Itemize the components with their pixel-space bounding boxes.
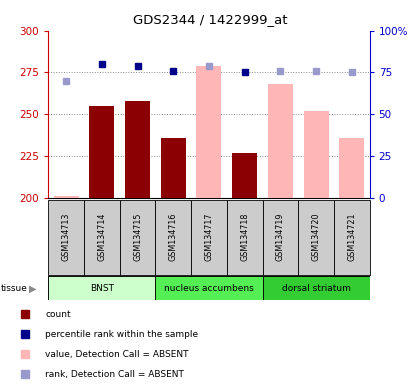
- Bar: [191, 200, 227, 275]
- Text: count: count: [45, 310, 71, 319]
- Bar: [304, 111, 328, 198]
- Bar: [232, 153, 257, 198]
- Text: BNST: BNST: [90, 284, 114, 293]
- Bar: [155, 276, 262, 300]
- Text: nucleus accumbens: nucleus accumbens: [164, 284, 254, 293]
- Bar: [268, 84, 293, 198]
- Text: GSM134718: GSM134718: [240, 213, 249, 261]
- Bar: [262, 276, 370, 300]
- Text: GSM134720: GSM134720: [312, 213, 320, 262]
- Text: GSM134717: GSM134717: [205, 213, 213, 262]
- Bar: [339, 137, 364, 198]
- Text: GSM134721: GSM134721: [347, 213, 356, 262]
- Bar: [48, 200, 84, 275]
- Bar: [84, 200, 120, 275]
- Text: ▶: ▶: [29, 283, 36, 293]
- Bar: [125, 101, 150, 198]
- Text: rank, Detection Call = ABSENT: rank, Detection Call = ABSENT: [45, 369, 184, 379]
- Text: tissue: tissue: [0, 284, 27, 293]
- Text: percentile rank within the sample: percentile rank within the sample: [45, 329, 198, 339]
- Bar: [120, 200, 155, 275]
- Bar: [48, 276, 155, 300]
- Bar: [54, 196, 79, 198]
- Text: GSM134713: GSM134713: [62, 213, 71, 261]
- Text: GSM134715: GSM134715: [133, 213, 142, 262]
- Bar: [155, 200, 191, 275]
- Bar: [298, 200, 334, 275]
- Bar: [334, 200, 370, 275]
- Bar: [161, 137, 186, 198]
- Text: dorsal striatum: dorsal striatum: [282, 284, 350, 293]
- Text: GDS2344 / 1422999_at: GDS2344 / 1422999_at: [133, 13, 287, 26]
- Text: GSM134716: GSM134716: [169, 213, 178, 261]
- Bar: [227, 200, 262, 275]
- Text: value, Detection Call = ABSENT: value, Detection Call = ABSENT: [45, 349, 189, 359]
- Bar: [197, 66, 221, 198]
- Bar: [262, 200, 298, 275]
- Text: GSM134719: GSM134719: [276, 213, 285, 262]
- Text: GSM134714: GSM134714: [97, 213, 106, 261]
- Bar: [89, 106, 114, 198]
